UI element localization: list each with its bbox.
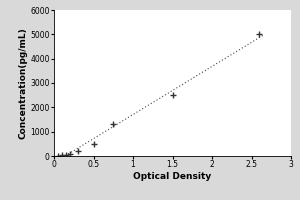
- Y-axis label: Concentration(pg/mL): Concentration(pg/mL): [19, 27, 28, 139]
- X-axis label: Optical Density: Optical Density: [134, 172, 212, 181]
